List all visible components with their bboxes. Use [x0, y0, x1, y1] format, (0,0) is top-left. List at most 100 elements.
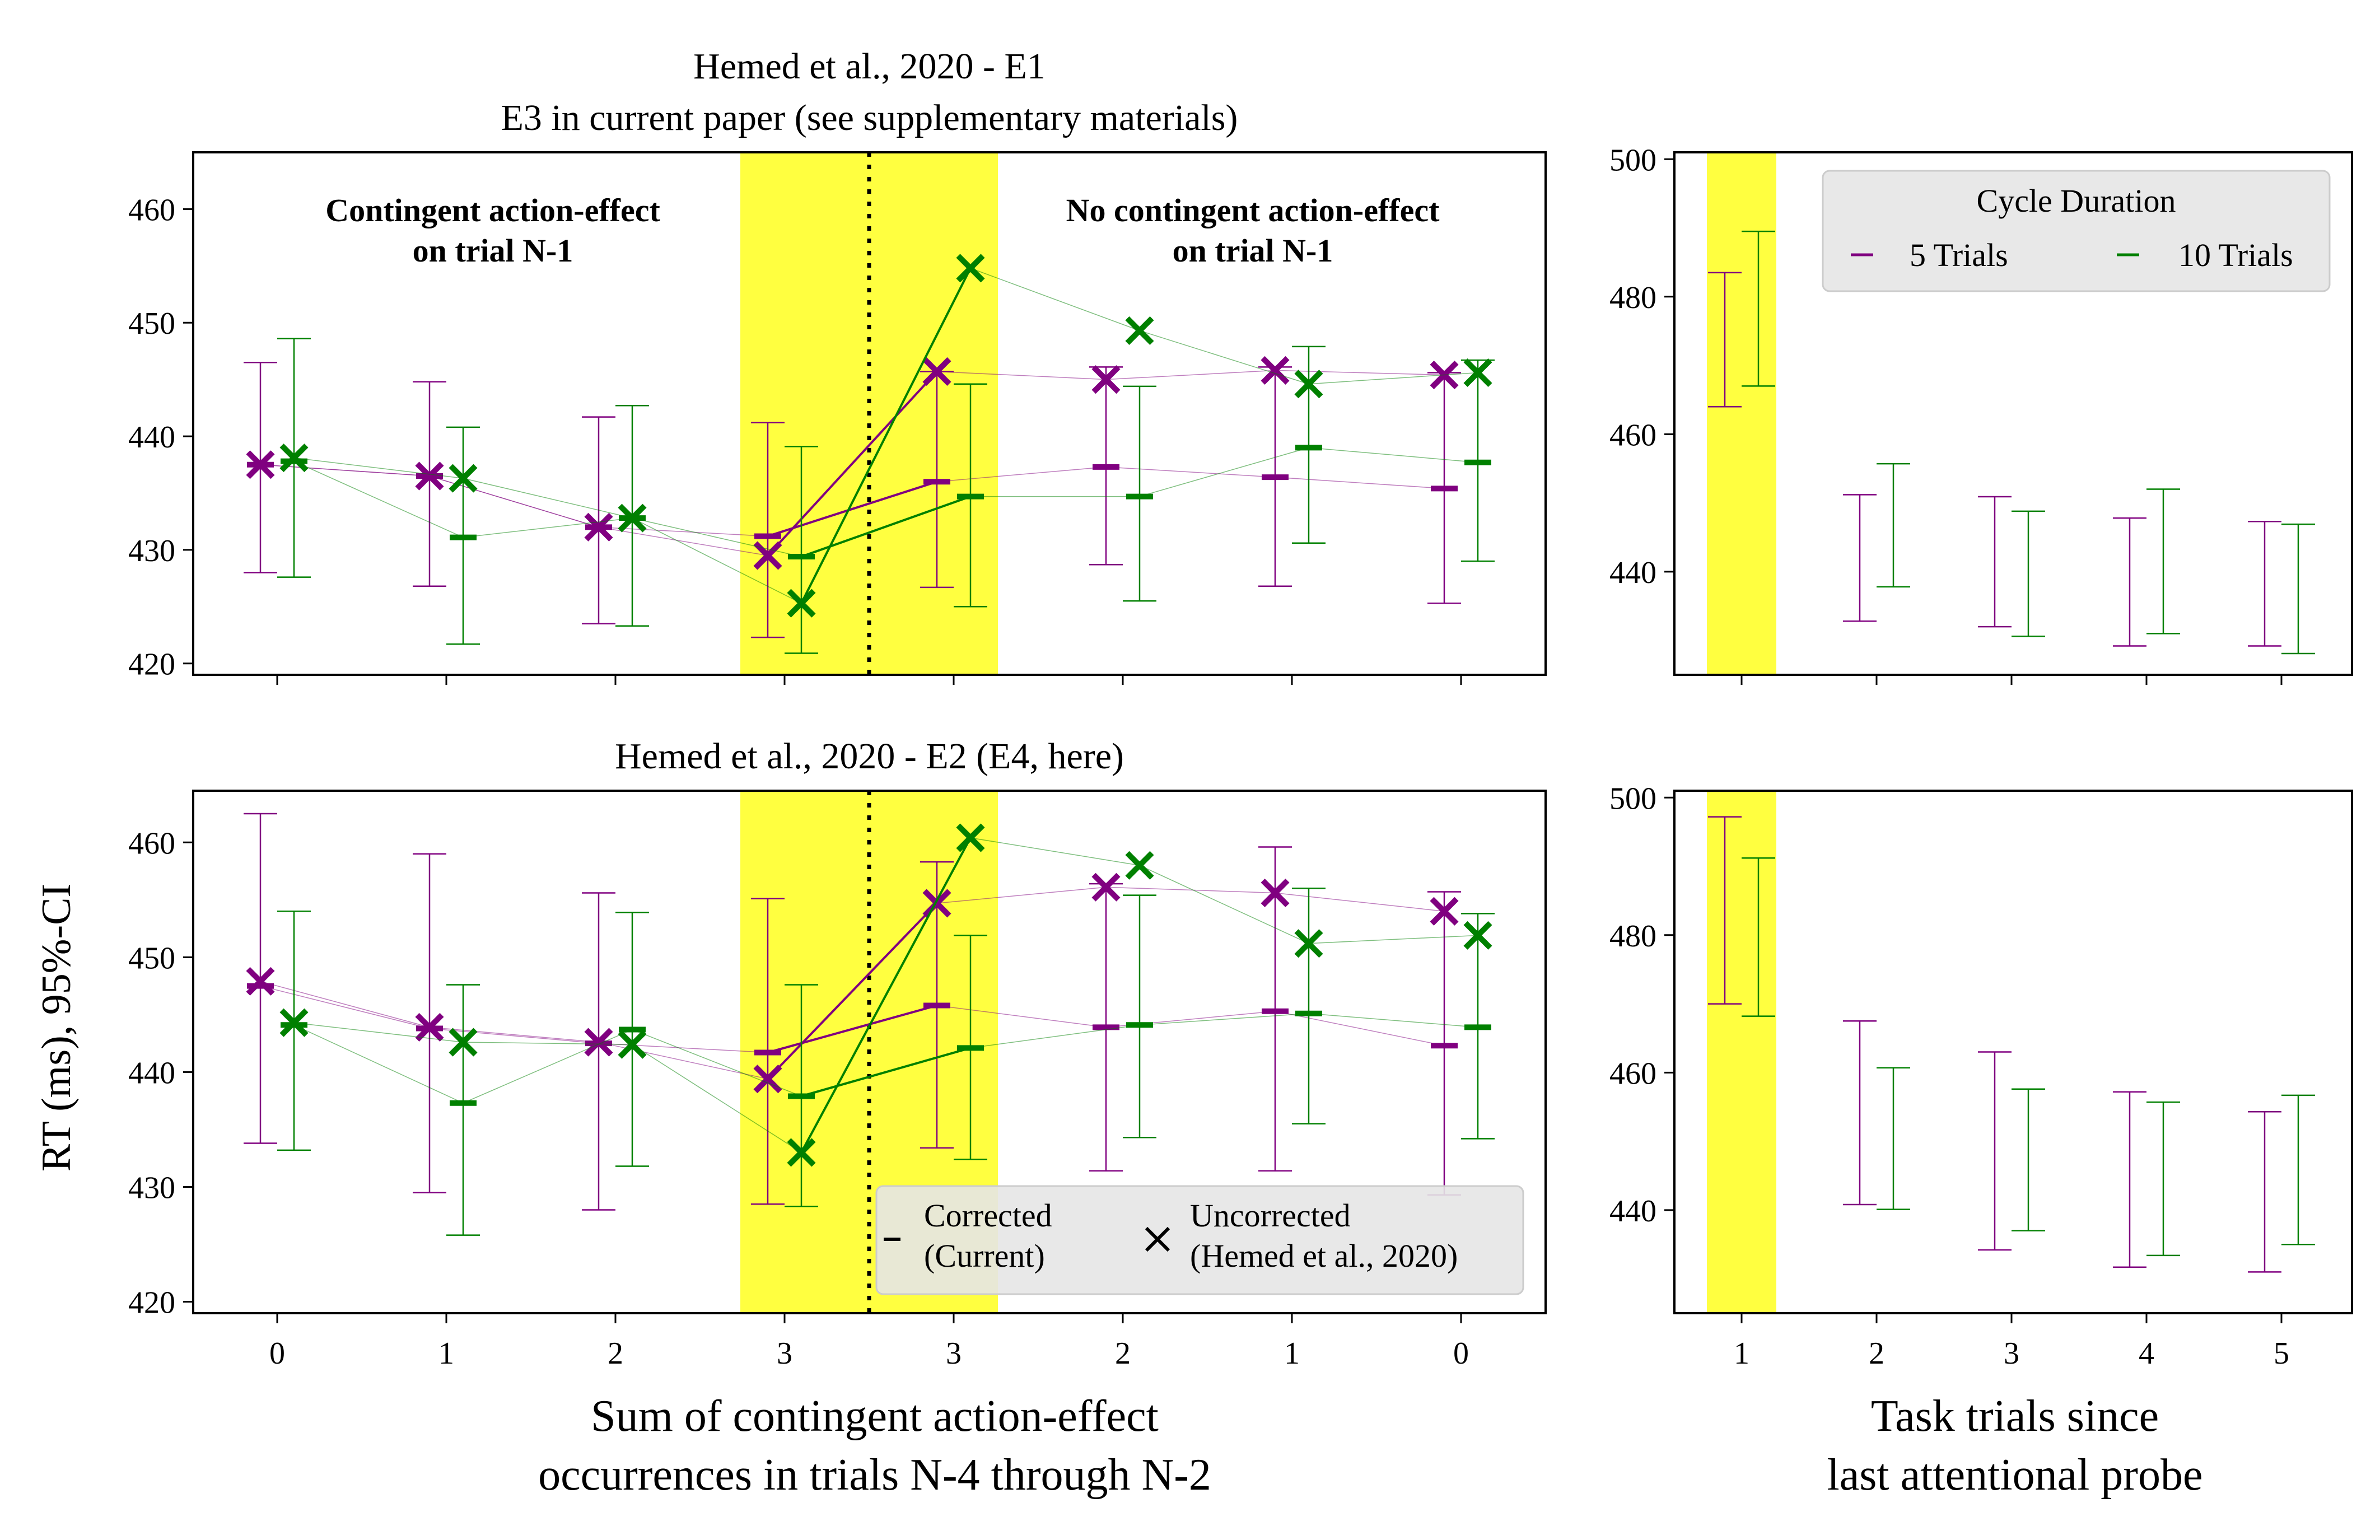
uncorrected-point [584, 512, 613, 542]
corrected-line [463, 1029, 633, 1104]
uncorrected-point [1261, 356, 1290, 385]
corrected-line [260, 985, 430, 1029]
x-tick-label: 5 [2274, 1336, 2289, 1371]
annotation-text: Contingent action-effect [325, 192, 660, 228]
chart-bottom-left: 420 430 440 450 460 0 1 2 3 3 2 1 0 Hemed et al., 202… [128, 736, 1547, 1371]
legend-marker-uncorrected [1145, 1226, 1170, 1252]
legend-label: (Hemed et al., 2020) [1190, 1238, 1458, 1274]
y-tick-label: 430 [128, 534, 175, 568]
y-tick-label: 460 [128, 826, 175, 861]
corrected-line [970, 1024, 1140, 1049]
right-x-axis-label-line2: last attentional probe [1827, 1450, 2203, 1500]
uncorrected-point [1125, 316, 1154, 345]
uncorrected-point [922, 357, 951, 386]
uncorrected-point [922, 889, 951, 918]
uncorrected-line [632, 517, 802, 604]
uncorrected-line [800, 837, 972, 1153]
corrected-line [598, 526, 768, 537]
y-tick-label: 440 [128, 1056, 175, 1090]
legend-label: Corrected [924, 1197, 1052, 1234]
legend-box [875, 1185, 1524, 1295]
y-tick-label: 460 [128, 193, 175, 227]
right-x-axis-label-line1: Task trials since [1871, 1392, 2159, 1441]
uncorrected-point [1261, 878, 1290, 908]
corrected-line [767, 1004, 937, 1054]
uncorrected-line [767, 902, 938, 1080]
highlight-band [1707, 791, 1776, 1313]
corrected-line [632, 1029, 802, 1097]
uncorrected-point [279, 444, 309, 473]
corrected-line [1308, 447, 1478, 463]
corrected-line [429, 1028, 599, 1044]
y-tick-label: 500 [1609, 781, 1656, 816]
uncorrected-line [293, 457, 464, 479]
uncorrected-line [936, 886, 1107, 904]
legend-title: Cycle Duration [1977, 183, 2176, 219]
corrected-line [801, 1047, 971, 1098]
chart-bottom-right: 440 460 480 500 1 2 3 4 5 [1609, 781, 2353, 1371]
chart-title: Hemed et al., 2020 - E1 [693, 46, 1046, 87]
annotation-text: No contingent action-effect [1066, 192, 1440, 228]
uncorrected-line [1139, 865, 1309, 944]
uncorrected-line [429, 1026, 599, 1043]
uncorrected-line [598, 526, 768, 556]
legend-box [1822, 170, 2331, 292]
y-tick-label: 480 [1609, 919, 1656, 954]
highlight-band [1707, 152, 1776, 675]
uncorrected-point [618, 1030, 647, 1059]
uncorrected-line [1308, 935, 1478, 944]
uncorrected-point [1294, 929, 1323, 958]
x-tick-label: 1 [1734, 1336, 1749, 1371]
uncorrected-point [449, 1028, 478, 1057]
x-tick-label: 3 [946, 1336, 962, 1371]
chart-top-left: 420 430 440 450 460 Hemed et al., 2020 - E1 E3… [128, 46, 1547, 685]
corrected-line [1139, 1013, 1309, 1026]
legend-label: Uncorrected [1190, 1197, 1351, 1234]
corrected-line [1275, 1010, 1445, 1046]
y-tick-label: 450 [128, 941, 175, 976]
uncorrected-point [246, 967, 275, 996]
x-tick-label: 0 [269, 1336, 285, 1371]
uncorrected-point [1463, 358, 1492, 388]
uncorrected-line [463, 1042, 633, 1045]
corrected-line [598, 1043, 768, 1053]
left-x-axis-label-line2: occurrences in trials N-4 through N-2 [538, 1450, 1211, 1500]
uncorrected-point [449, 464, 478, 493]
y-axis-label: RT (ms), 95%-CI [34, 884, 80, 1172]
uncorrected-point [753, 1065, 782, 1094]
uncorrected-point [787, 1138, 816, 1167]
uncorrected-point [956, 823, 985, 852]
axes-frame [1673, 151, 2353, 676]
uncorrected-line [260, 981, 430, 1028]
uncorrected-point [584, 1028, 613, 1057]
x-tick-label: 1 [438, 1336, 454, 1371]
uncorrected-line [293, 1022, 464, 1043]
uncorrected-line [1105, 886, 1276, 894]
y-tick-label: 500 [1609, 143, 1656, 178]
corrected-line [463, 517, 633, 538]
uncorrected-line [1275, 370, 1445, 376]
uncorrected-line [970, 837, 1140, 866]
y-tick-label: 480 [1609, 281, 1656, 315]
y-tick-label: 420 [128, 647, 175, 682]
legend-label: 10 Trials [2178, 237, 2293, 273]
corrected-line [1275, 477, 1445, 489]
uncorrected-point [956, 254, 985, 283]
uncorrected-line [463, 478, 633, 519]
corrected-line [293, 461, 464, 538]
corrected-line [632, 517, 802, 557]
y-tick-label: 440 [1609, 556, 1656, 590]
corrected-line [936, 1005, 1107, 1028]
left-x-axis-label-line1: Sum of contingent action-effect [591, 1392, 1159, 1441]
uncorrected-point [279, 1008, 309, 1037]
uncorrected-line [632, 1044, 802, 1153]
uncorrected-line [970, 268, 1140, 332]
corrected-line [1308, 1013, 1478, 1028]
x-tick-label: 3 [777, 1336, 792, 1371]
y-tick-label: 440 [1609, 1194, 1656, 1229]
uncorrected-point [1430, 897, 1459, 926]
y-tick-label: 450 [128, 306, 175, 341]
corrected-line [293, 1024, 464, 1104]
uncorrected-point [1294, 370, 1323, 399]
